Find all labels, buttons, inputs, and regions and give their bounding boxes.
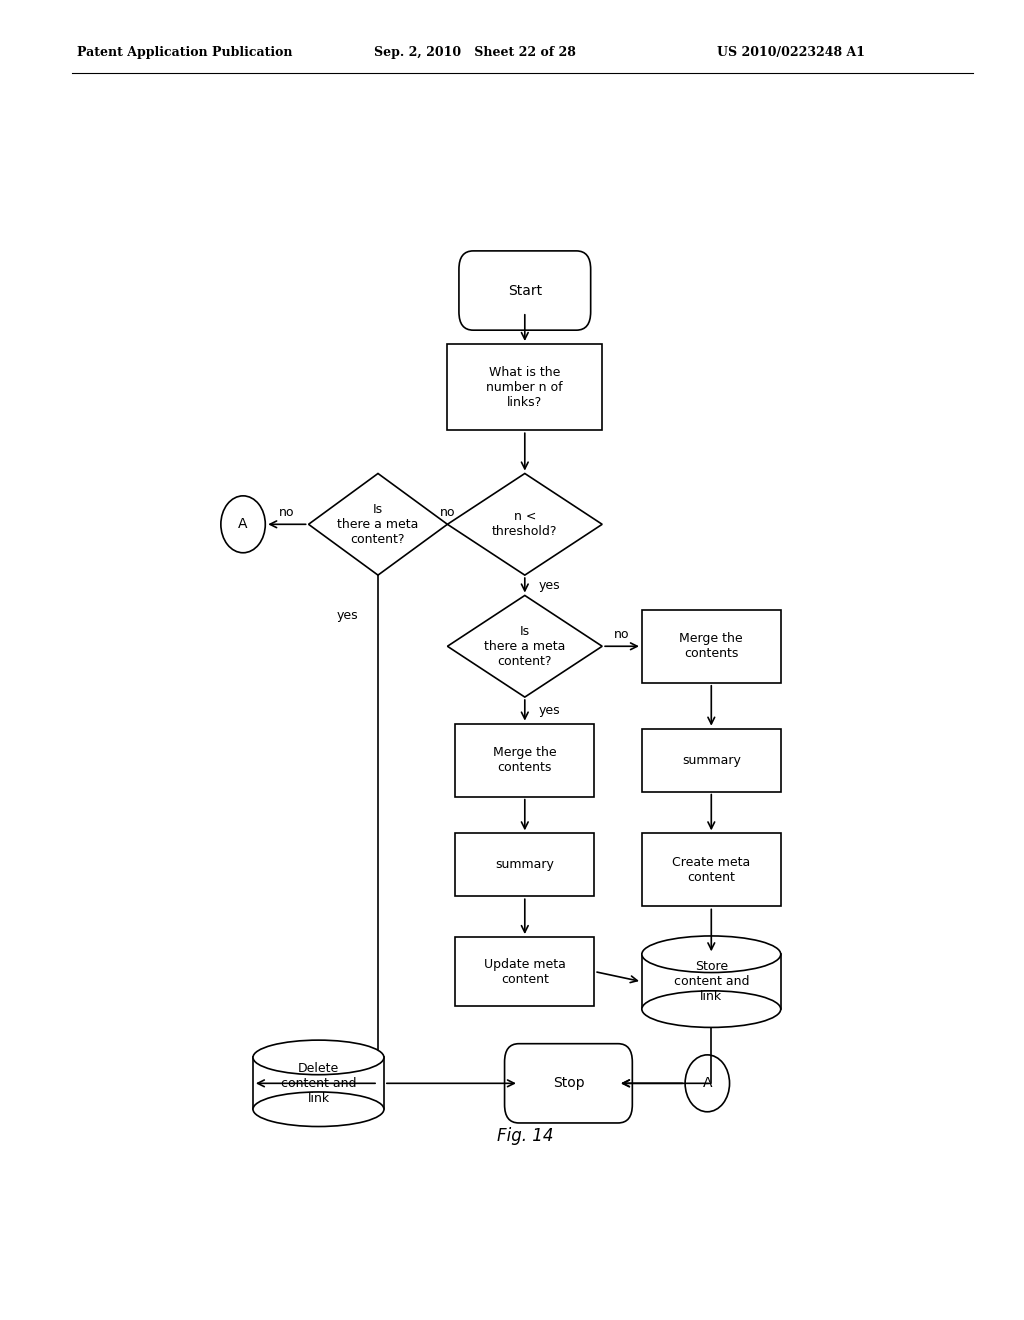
Text: Is
there a meta
content?: Is there a meta content? [484, 624, 565, 668]
Text: US 2010/0223248 A1: US 2010/0223248 A1 [717, 46, 865, 59]
Text: Start: Start [508, 284, 542, 297]
Text: yes: yes [539, 578, 561, 591]
Text: Merge the
contents: Merge the contents [680, 632, 743, 660]
Polygon shape [447, 474, 602, 576]
Text: Fig. 14: Fig. 14 [497, 1127, 553, 1146]
Text: Sep. 2, 2010   Sheet 22 of 28: Sep. 2, 2010 Sheet 22 of 28 [374, 46, 575, 59]
Text: A: A [702, 1076, 712, 1090]
FancyBboxPatch shape [642, 610, 780, 682]
Ellipse shape [642, 991, 780, 1027]
Text: no: no [280, 506, 295, 519]
FancyBboxPatch shape [456, 833, 594, 896]
FancyBboxPatch shape [456, 723, 594, 797]
FancyBboxPatch shape [642, 729, 780, 792]
Text: Update meta
content: Update meta content [484, 957, 565, 986]
FancyBboxPatch shape [447, 345, 602, 430]
Text: no: no [439, 506, 456, 519]
Ellipse shape [253, 1092, 384, 1126]
Ellipse shape [253, 1040, 384, 1074]
Text: Store
content and
link: Store content and link [674, 960, 749, 1003]
Text: Stop: Stop [553, 1076, 585, 1090]
Circle shape [685, 1055, 729, 1111]
Text: yes: yes [539, 704, 561, 717]
Text: Patent Application Publication: Patent Application Publication [77, 46, 292, 59]
FancyBboxPatch shape [459, 251, 591, 330]
FancyBboxPatch shape [505, 1044, 633, 1123]
Text: Create meta
content: Create meta content [672, 855, 751, 884]
Circle shape [221, 496, 265, 553]
Text: no: no [614, 627, 630, 640]
Text: Delete
content and
link: Delete content and link [281, 1061, 356, 1105]
FancyBboxPatch shape [642, 833, 780, 907]
Text: A: A [239, 517, 248, 532]
Bar [642, 954, 780, 1008]
Text: What is the
number n of
links?: What is the number n of links? [486, 366, 563, 409]
Bar [253, 1057, 384, 1109]
Text: summary: summary [496, 858, 554, 871]
Polygon shape [447, 595, 602, 697]
Text: summary: summary [682, 754, 740, 767]
Text: n <
threshold?: n < threshold? [493, 511, 557, 539]
Text: Merge the
contents: Merge the contents [493, 746, 557, 774]
Text: yes: yes [337, 610, 358, 622]
Polygon shape [308, 474, 447, 576]
Ellipse shape [642, 936, 780, 973]
FancyBboxPatch shape [456, 937, 594, 1006]
Text: Is
there a meta
content?: Is there a meta content? [337, 503, 419, 545]
